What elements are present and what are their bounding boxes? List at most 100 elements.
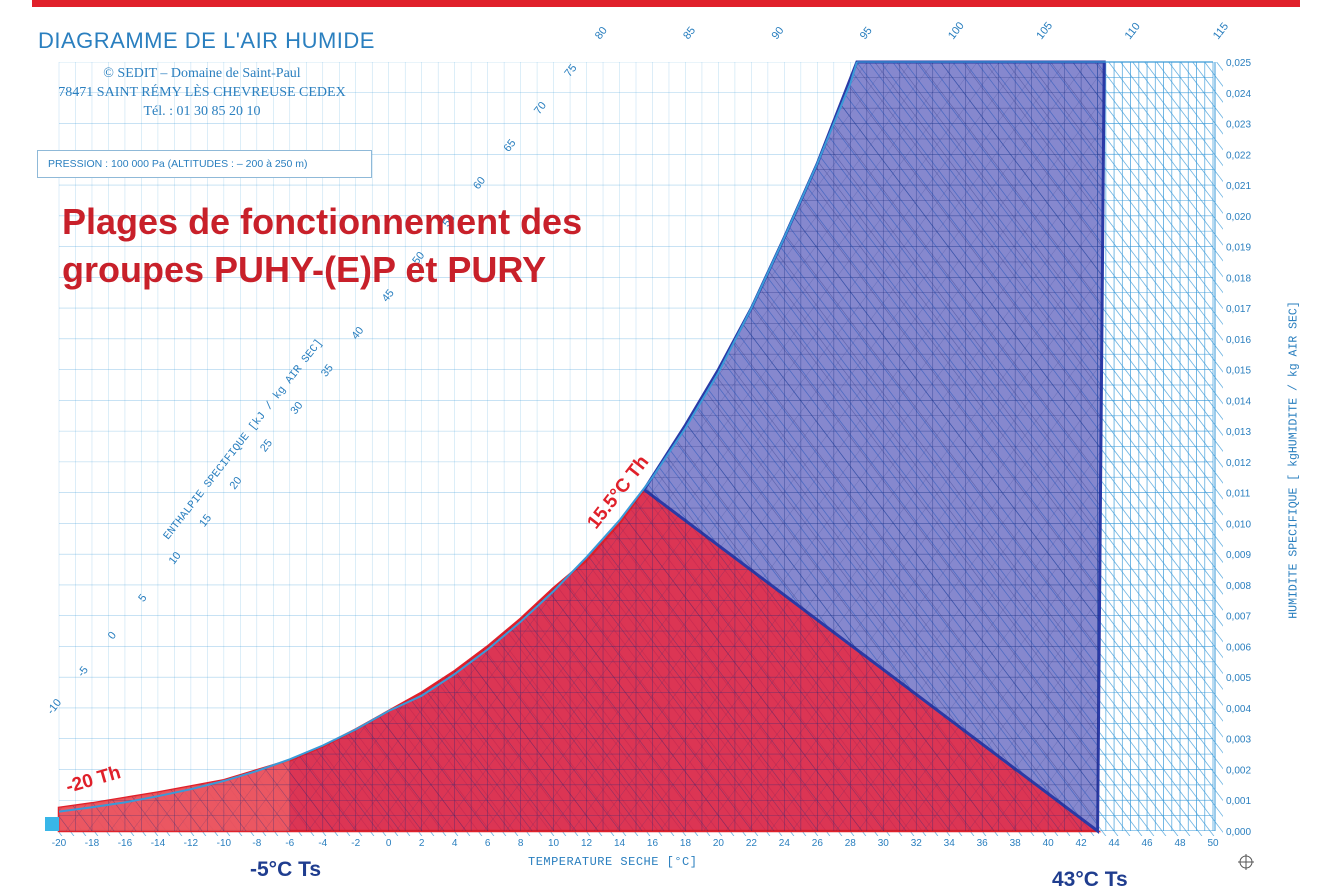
zone-diag2 [857,62,1105,831]
zone-diag2 [483,489,1098,831]
enthalpy-line [0,40,32,860]
zone-diag [59,489,621,831]
zone-diag2 [681,489,1098,831]
x-tick-label: 4 [452,838,458,849]
zone-diag [329,489,951,831]
zone-diag [351,489,973,831]
zone-diag [59,489,643,831]
zone-diag2 [0,40,26,860]
saturation-line [58,61,858,813]
zone-diag2 [351,489,973,831]
x-tick-label: -10 [217,838,232,849]
label-minus5-ts: -5°C Ts [250,858,322,881]
zone-diag2 [549,489,1098,831]
zone-diag2 [644,62,1061,831]
enthalpy-tick-label: 110 [1123,21,1143,42]
y-tick-label: 0,004 [1226,704,1251,715]
x-tick-label: 0 [386,838,392,849]
x-tick-label: 46 [1141,838,1153,849]
x-tick-label: 38 [1010,838,1022,849]
enthalpy-tick-label: 70 [532,100,549,117]
enthalpy-line [1031,62,1223,836]
zone-diag [219,489,841,831]
zone-diag2 [1298,40,1323,860]
enthalpy-line [1308,40,1323,860]
zone-diag2 [644,62,1105,831]
enthalpy-line [0,40,20,860]
zone-diag2 [703,489,1098,831]
x-tick-label: -8 [252,838,261,849]
enthalpy-tick-label: 15 [197,512,214,529]
zone-diag [65,489,687,831]
zone-diag2 [1188,40,1323,860]
x-tick-label: 50 [1207,838,1219,849]
zone-diag2 [637,489,1098,831]
x-tick-label: 26 [812,838,824,849]
enthalpy-tick-label: 90 [769,25,786,42]
publisher-block: © SEDIT – Domaine de Saint-Paul 78471 SA… [22,64,382,121]
y-tick-label: 0,017 [1226,304,1251,315]
x-tick-label: 18 [680,838,692,849]
x-tick-label: 36 [977,838,989,849]
zone-diag [373,489,995,831]
zone-diag [59,489,665,831]
zone-diag [109,489,731,831]
zone-diag2 [329,489,951,831]
zone-diag [644,62,1105,831]
enthalpy-tick-label: -10 [45,697,64,717]
x-tick-label: 42 [1076,838,1088,849]
zone-diag [59,489,577,831]
enthalpy-tick-label: 115 [1211,21,1231,42]
zone-diag [395,489,1017,831]
zone-diag2 [1298,40,1323,860]
enthalpy-tick-label: 85 [681,25,698,42]
x-tick-label: 32 [911,838,923,849]
zone-diag [59,489,533,831]
zone-diag2 [0,40,4,860]
zone-diag2 [644,62,995,831]
zone-diag [263,489,885,831]
zone-diag2 [644,62,1017,831]
pressure-box: PRESSION : 100 000 Pa (ALTITUDES : – 200… [37,150,372,178]
zone-diag2 [439,489,1061,831]
enthalpy-tick-label: 35 [319,362,336,379]
zone-diag2 [644,62,1105,831]
enthalpy-line [1055,62,1223,836]
enthalpy-tick-label: 100 [946,20,967,42]
zone-diag2 [0,40,4,860]
enthalpy-line [1091,62,1223,836]
y-tick-label: 0,025 [1226,58,1251,69]
zone-diag2 [571,489,1098,831]
enthalpy-tick-label: 50 [410,250,427,267]
enthalpy-tick-label: 60 [471,175,488,192]
chart-header-title: DIAGRAMME DE L'AIR HUMIDE [38,28,375,53]
zone-diag [59,489,599,831]
zone-diag2 [593,489,1098,831]
x-tick-label: 16 [647,838,659,849]
x-tick-label: -12 [184,838,199,849]
enthalpy-line [1007,62,1223,836]
y-tick-label: 0,006 [1226,642,1251,653]
zone-diag2 [747,489,1098,831]
x-tick-label: 14 [614,838,626,849]
zone-diag [835,62,1105,831]
enthalpy-tick-label: 30 [288,400,305,417]
zone-diag2 [945,62,1105,831]
y-tick-label: 0,016 [1226,335,1251,346]
zone-diag2 [0,40,26,860]
enthalpy-tick-label: 55 [441,212,458,229]
x-tick-label: -6 [285,838,294,849]
y-tick-label: 0,009 [1226,550,1251,561]
y-tick-label: 0,024 [1226,89,1251,100]
enthalpy-line [1103,62,1223,836]
enthalpy-line [0,40,8,860]
enthalpy-line [1187,62,1223,836]
zone-diag [175,489,797,831]
zone-diag [945,62,1105,831]
target-icon [1238,854,1254,870]
zone-diag [1188,40,1323,860]
zone-diag2 [373,489,995,831]
x-tick-label: 24 [779,838,791,849]
zone-diag [901,62,1105,831]
